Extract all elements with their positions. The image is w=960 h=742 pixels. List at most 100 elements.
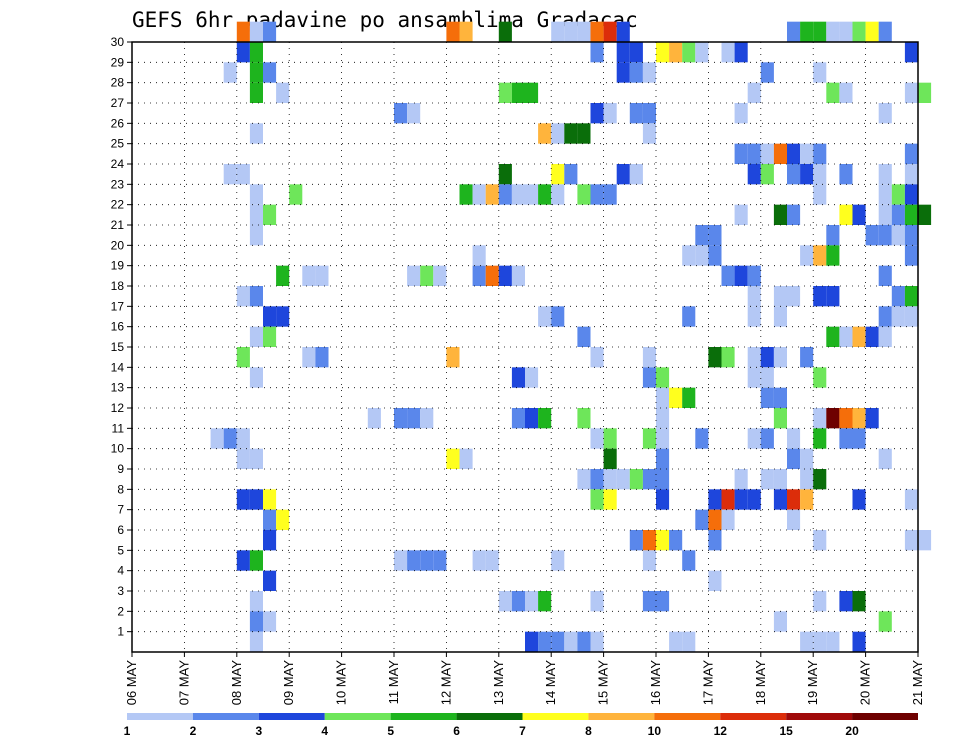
heatmap-cell [249,286,263,307]
heatmap-cell [878,184,892,205]
heatmap-cell [276,306,290,327]
heatmap-cell [682,550,696,571]
heatmap-cell [577,123,591,144]
x-tick-label: 11 MAY [386,660,401,705]
heatmap-cell [826,286,840,307]
heatmap-cell [249,184,263,205]
heatmap-cell [682,306,696,327]
heatmap-cell [642,428,656,449]
heatmap-cell [525,82,539,103]
heatmap-cell [485,550,499,571]
heatmap-cell [590,103,604,124]
heatmap-cell [865,326,879,347]
y-tick-label: 6 [117,523,124,537]
y-tick-label: 11 [112,421,125,435]
heatmap-cell [760,469,774,490]
heatmap-cell [577,326,591,347]
heatmap-cell [616,42,630,63]
heatmap-cell [918,530,932,551]
heatmap-cell [800,489,814,510]
heatmap-cell [787,164,801,185]
heatmap-cell [642,550,656,571]
heatmap-cell [525,631,539,652]
heatmap-cell [800,448,814,469]
heatmap-cell [682,245,696,266]
y-tick-label: 28 [111,76,125,90]
heatmap-cell [721,265,735,286]
heatmap-cell [249,204,263,225]
heatmap-cell [852,204,866,225]
heatmap-cell [263,570,277,591]
heatmap-cell [760,347,774,368]
heatmap-cell [773,204,787,225]
heatmap-cell [236,164,250,185]
y-tick-label: 30 [111,35,125,49]
heatmap-cell [249,591,263,612]
heatmap-cell [656,387,670,408]
heatmap-cell [446,448,460,469]
heatmap-cell [249,21,263,42]
heatmap-cell [734,469,748,490]
heatmap-cell [787,509,801,530]
heatmap-cell [813,143,827,164]
heatmap-cell [708,245,722,266]
y-tick-label: 8 [117,482,124,496]
heatmap-cell [656,428,670,449]
heatmap-cell [891,204,905,225]
heatmap-cell [249,62,263,83]
y-axis: 1234567891011121314151617181920212223242… [111,35,132,639]
heatmap-cell [839,204,853,225]
heatmap-cell [747,428,761,449]
heatmap-cell [551,631,565,652]
heatmap-cell [800,631,814,652]
heatmap-cell [891,225,905,246]
heatmap-cell [839,428,853,449]
heatmap-cell [760,143,774,164]
heatmap-cell [839,408,853,429]
y-tick-label: 5 [117,543,124,557]
x-tick-label: 09 MAY [281,660,296,706]
heatmap-cell [878,611,892,632]
y-tick-label: 13 [111,381,125,395]
heatmap-cell [813,164,827,185]
x-tick-label: 15 MAY [596,660,611,706]
heatmap-cell [773,408,787,429]
heatmap-cell [590,21,604,42]
heatmap-cell [433,550,447,571]
heatmap-cell [236,42,250,63]
heatmap-cell [629,62,643,83]
heatmap-cell [446,347,460,368]
heatmap-cell [263,509,277,530]
heatmap-cell [564,123,578,144]
heatmap-cell [813,184,827,205]
heatmap-cell [734,265,748,286]
heatmap-cell [538,591,552,612]
heatmap-cell [721,347,735,368]
heatmap-cell [878,164,892,185]
heatmap-cell [734,489,748,510]
y-tick-label: 22 [111,198,125,212]
y-tick-label: 21 [111,218,125,232]
heatmap-cell [642,123,656,144]
heatmap-cell [223,62,237,83]
heatmap-cell [407,550,421,571]
y-tick-label: 9 [117,462,124,476]
heatmap-cell [629,42,643,63]
legend-label: 3 [255,724,262,738]
heatmap-cell [472,184,486,205]
heatmap-cell [249,611,263,632]
heatmap-cell [747,367,761,388]
heatmap-cell [839,21,853,42]
heatmap-cell [891,306,905,327]
heatmap-cell [760,367,774,388]
x-tick-label: 12 MAY [438,660,453,706]
heatmap-cell [747,164,761,185]
x-tick-label: 14 MAY [543,660,558,706]
heatmap-cell [734,103,748,124]
heatmap-cell [826,21,840,42]
heatmap-cell [800,347,814,368]
heatmap-cell [629,164,643,185]
heatmap-cell [878,21,892,42]
heatmap-cell [904,225,918,246]
heatmap-cell [904,530,918,551]
